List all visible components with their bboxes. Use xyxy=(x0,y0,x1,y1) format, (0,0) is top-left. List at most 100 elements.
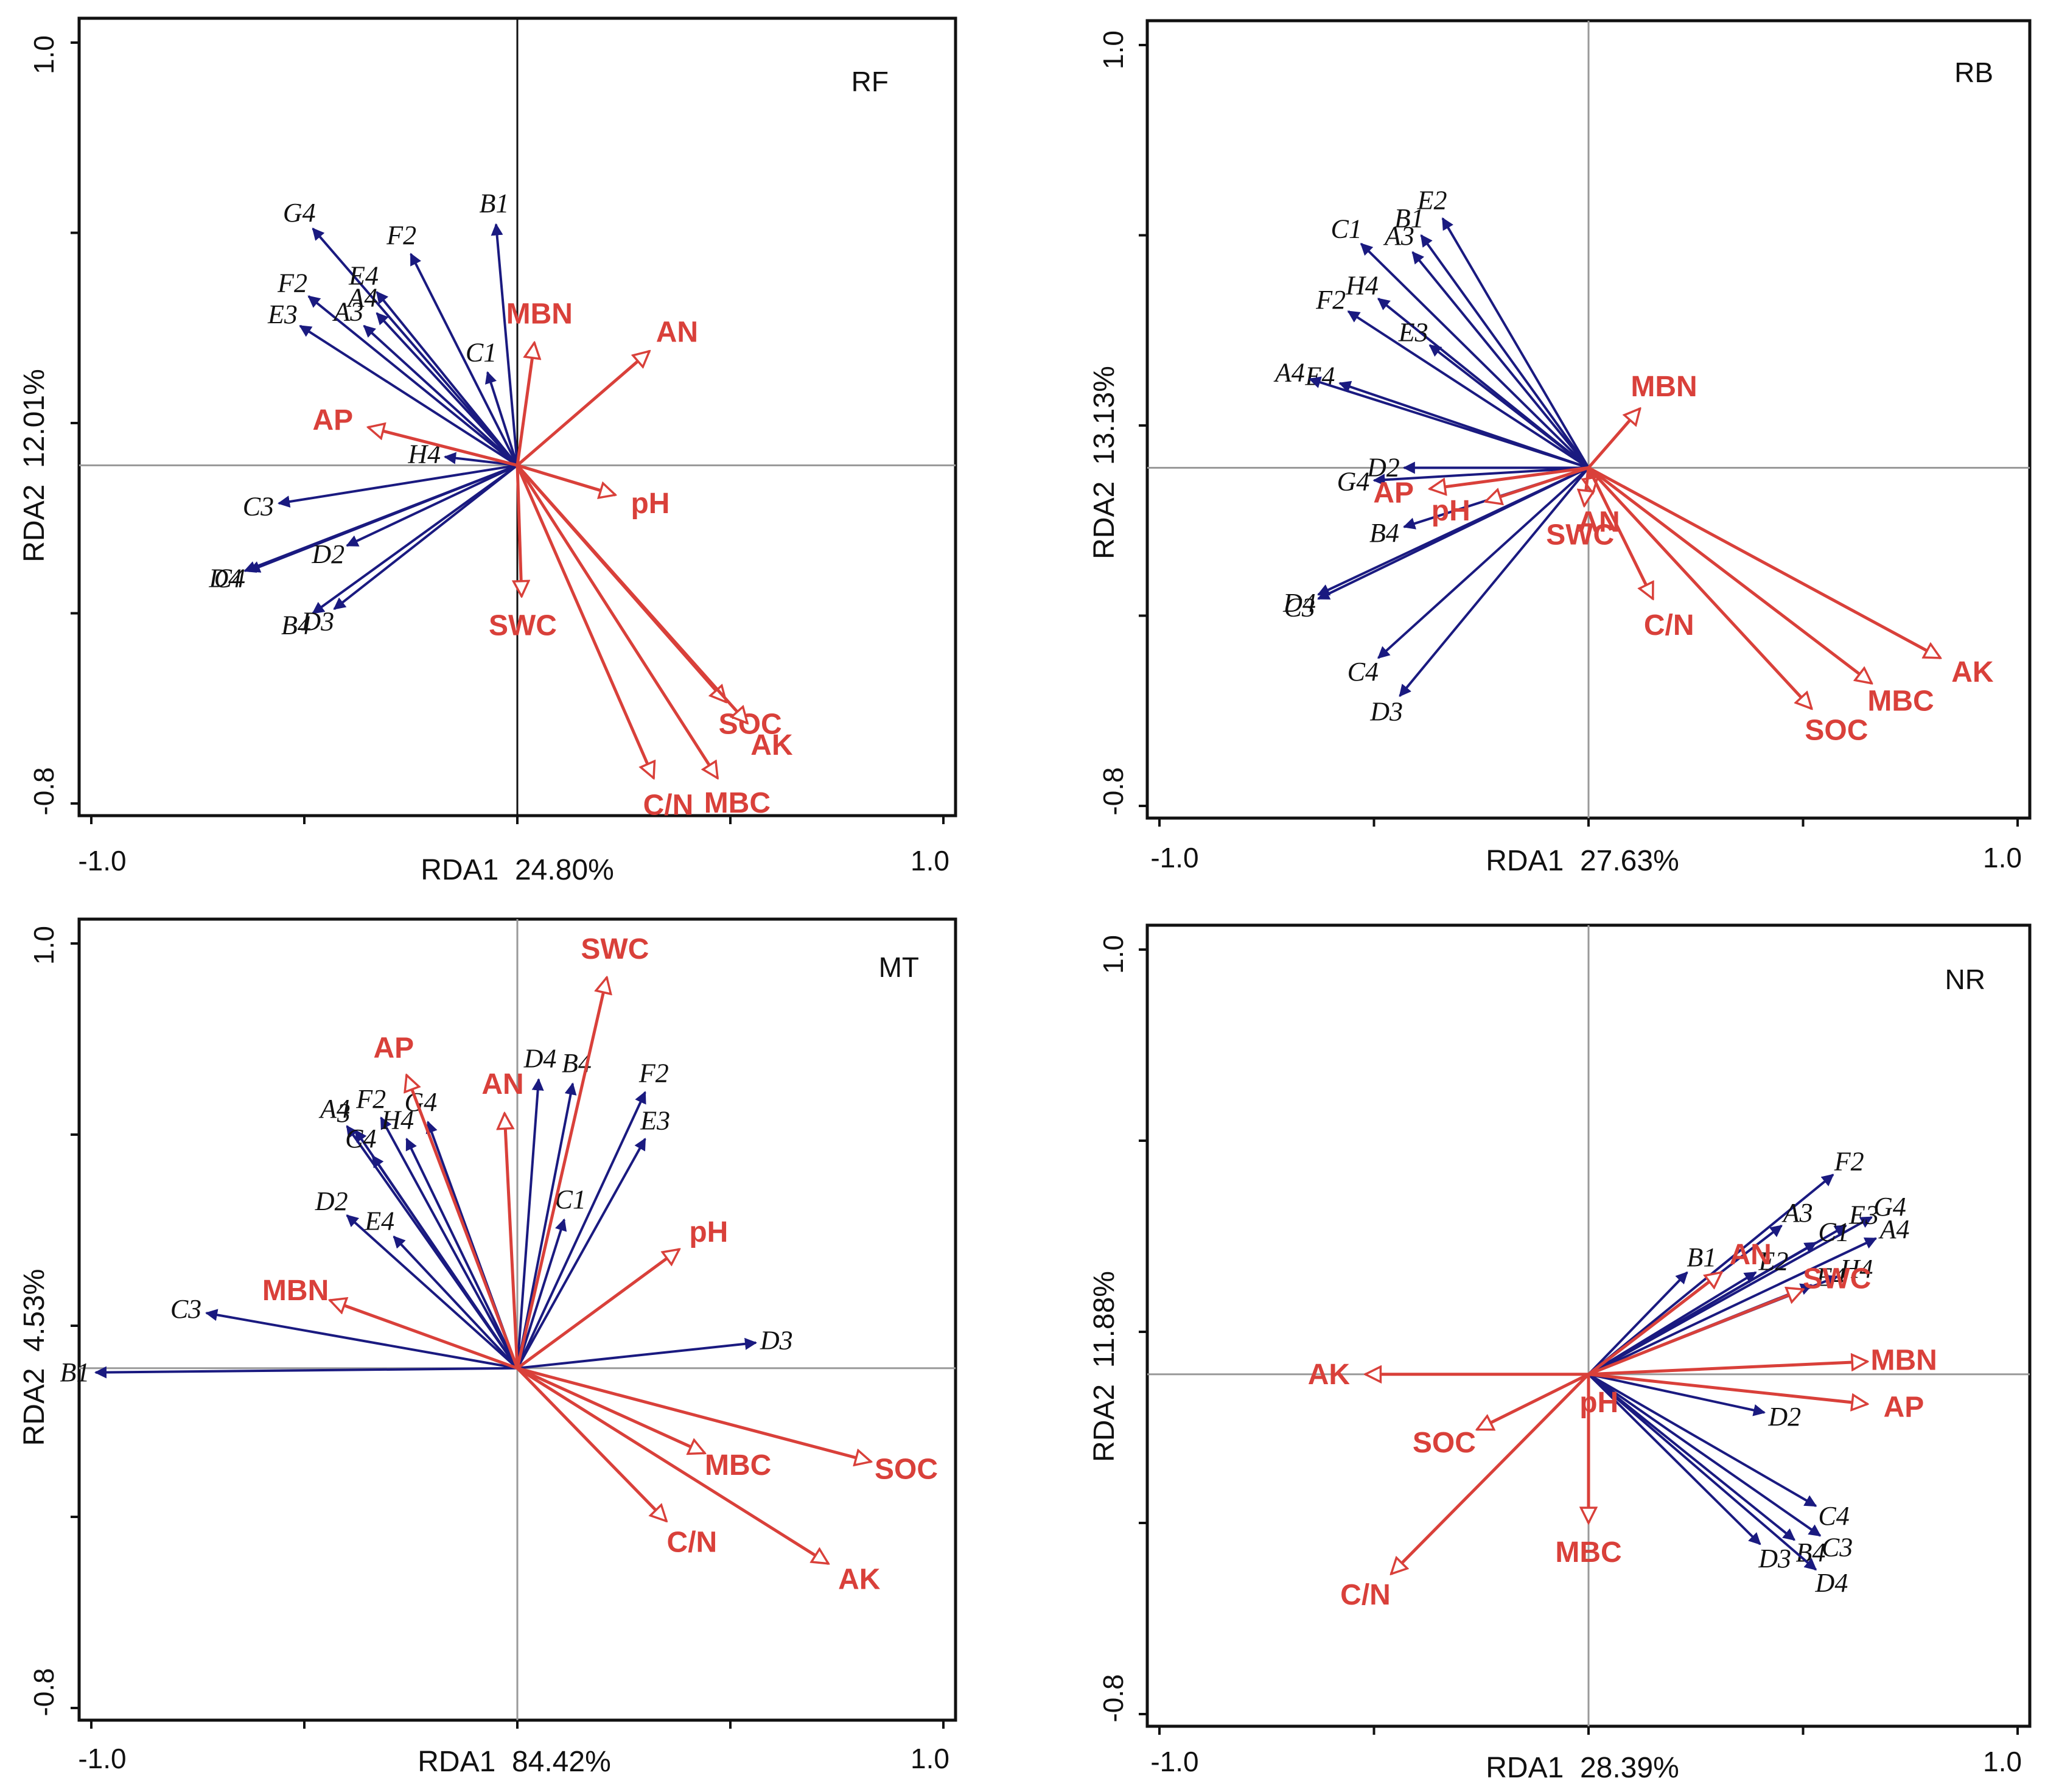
x-axis-label: RDA1 84.42% xyxy=(418,1746,611,1778)
env-arrow-ap xyxy=(407,1075,519,1369)
y-tick-max: 1.0 xyxy=(1097,30,1129,69)
species-label: A4 xyxy=(318,1094,350,1124)
species-arrow-d3 xyxy=(1399,467,1590,697)
species-label: C1 xyxy=(1330,214,1362,244)
env-label: C/N xyxy=(1340,1579,1391,1611)
env-label: AP xyxy=(1884,1391,1924,1424)
species-arrow-c1 xyxy=(516,1218,567,1369)
y-tick-max: 1.0 xyxy=(1097,935,1129,974)
species-arrow-c1 xyxy=(484,371,519,466)
species-arrow-e2 xyxy=(1587,1271,1757,1376)
env-label: AP xyxy=(1373,477,1414,509)
species-arrow-a3 xyxy=(363,324,519,466)
species-label: C4 xyxy=(1818,1501,1849,1531)
species-label: E4 xyxy=(348,261,379,290)
species-arrow-d3 xyxy=(517,1337,757,1370)
environment-vectors: SWC AP AN pH MBN MBC SOC C/N AK xyxy=(262,933,938,1595)
species-label: 3 xyxy=(337,1098,351,1128)
species-arrow-c4 xyxy=(1587,1373,1817,1507)
y-tick-min: -0.8 xyxy=(28,1668,60,1716)
species-arrow-e3 xyxy=(1428,344,1590,469)
species-arrow-a3 xyxy=(1411,251,1590,469)
species-label: D3 xyxy=(301,607,334,637)
species-label: B4 xyxy=(281,610,311,640)
panel-mt: MT -1.0 1.0 1.0 -0.8 RDA1 84.42% RDA2 4.… xyxy=(18,917,957,1778)
x-tick-max: 1.0 xyxy=(911,1743,949,1774)
panel-rb: RB -1.0 1.0 1.0 -0.8 RDA1 27.63% RDA2 13… xyxy=(1088,19,2032,877)
panel-title: RB xyxy=(1954,57,1993,88)
species-arrow-c3 xyxy=(278,464,518,508)
y-axis-label: RDA2 12.01% xyxy=(18,369,51,562)
species-arrow-f2 xyxy=(1347,310,1590,469)
species-arrow-a4 xyxy=(376,312,519,466)
env-label: MBN xyxy=(262,1275,329,1307)
species-label: A3 xyxy=(332,296,363,326)
env-label: C/N xyxy=(1644,609,1694,642)
panel-rf: RF -1.0 1.0 1.0 -0.8 RDA1 24.80% RDA2 12… xyxy=(18,16,957,886)
env-label: MBN xyxy=(1871,1345,1937,1377)
species-label: G4 xyxy=(283,198,316,228)
species-label: E3 xyxy=(267,299,298,329)
species-label: F2 xyxy=(355,1084,386,1114)
species-arrow-a4 xyxy=(1308,376,1589,469)
species-arrow-e4 xyxy=(393,1236,519,1370)
env-arrow-swc xyxy=(1584,467,1589,506)
species-label: E2 xyxy=(1417,185,1447,215)
env-label: C/N xyxy=(643,789,694,821)
axis-ticks xyxy=(1139,948,2019,1735)
species-label: F2 xyxy=(277,268,307,298)
env-label: pH xyxy=(631,488,669,520)
axis-ticks xyxy=(71,41,945,824)
env-arrow-swc xyxy=(1588,1289,1803,1376)
species-arrow-b4 xyxy=(312,464,519,615)
env-label: AN xyxy=(1730,1239,1772,1271)
species-label: D4 xyxy=(208,563,242,593)
species-arrow-h4 xyxy=(444,452,518,467)
species-label: A4 xyxy=(1878,1214,1910,1244)
env-arrow-ph xyxy=(517,464,615,495)
env-arrow-ap xyxy=(368,427,518,467)
env-arrow-an xyxy=(505,1113,519,1368)
species-arrow-d4 xyxy=(516,1078,544,1368)
env-label: SOC xyxy=(875,1454,938,1486)
env-arrow-mbn xyxy=(1587,408,1640,469)
env-label: MBN xyxy=(506,298,573,331)
env-arrow-cn xyxy=(1587,467,1654,598)
species-arrow-b4 xyxy=(516,1082,577,1369)
panel-nr: NR -1.0 1.0 1.0 -0.8 RDA1 28.39% RDA2 11… xyxy=(1088,923,2032,1784)
species-arrow-d3 xyxy=(333,464,519,611)
species-label: F2 xyxy=(638,1058,669,1088)
env-arrow-cn xyxy=(516,1367,666,1521)
species-arrow-f2 xyxy=(516,1091,646,1369)
species-label: E3 xyxy=(1848,1200,1879,1230)
species-label: C4 xyxy=(345,1124,376,1153)
env-label: pH xyxy=(1579,1387,1618,1419)
species-label: B1 xyxy=(1687,1242,1716,1272)
species-label: A4 xyxy=(1273,357,1305,387)
env-arrow-mbc xyxy=(516,464,718,778)
x-axis-label: RDA1 28.39% xyxy=(1486,1752,1679,1784)
env-arrow-cn xyxy=(516,464,654,778)
species-arrow-b4 xyxy=(1587,1373,1795,1541)
species-label: B4 xyxy=(1369,518,1399,548)
env-arrow-mbn xyxy=(1588,1362,1867,1376)
species-label: D4 xyxy=(1282,588,1316,618)
species-label: E3 xyxy=(1398,317,1428,347)
species-arrow-e2 xyxy=(1441,217,1590,469)
species-label: B1 xyxy=(480,189,509,219)
env-arrow-swc xyxy=(517,465,522,596)
x-tick-min: -1.0 xyxy=(78,845,126,877)
env-label: MBC xyxy=(704,787,771,819)
species-label: C3 xyxy=(243,491,274,521)
species-label: H4 xyxy=(1345,270,1379,300)
env-arrow-soc xyxy=(1587,466,1812,709)
x-tick-max: 1.0 xyxy=(1983,1746,2022,1777)
species-label: F2 xyxy=(1834,1146,1864,1176)
species-arrow-c3 xyxy=(1317,466,1589,600)
env-label: SWC xyxy=(1803,1263,1871,1295)
env-label: AN xyxy=(1578,506,1620,538)
species-arrow-h4 xyxy=(405,1138,519,1369)
